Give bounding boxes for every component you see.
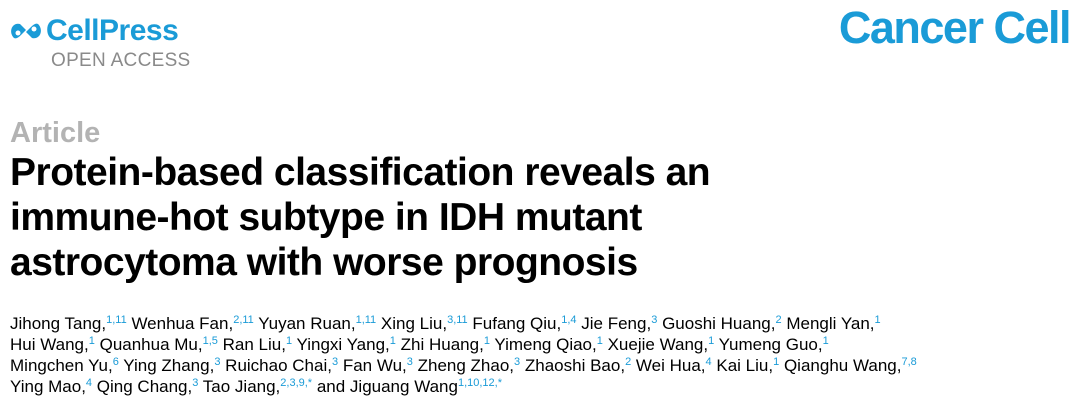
affiliation-superscript[interactable]: 1,4 xyxy=(561,314,577,326)
journal-name[interactable]: Cancer Cell xyxy=(838,2,1072,53)
author-name[interactable]: Mengli Yan, xyxy=(786,314,875,333)
affiliation-superscript[interactable]: 1 xyxy=(88,335,95,347)
affiliation-superscript[interactable]: 7,8 xyxy=(901,356,917,368)
author-name[interactable]: Zhi Huang, xyxy=(400,335,484,354)
author-name[interactable]: Mingchen Yu, xyxy=(10,356,113,375)
author-name[interactable]: Tao Jiang, xyxy=(202,377,281,396)
author-line: Hui Wang,1 Quanhua Mu,1,5 Ran Liu,1 Ying… xyxy=(10,334,917,355)
affiliation-superscript[interactable]: 3 xyxy=(406,356,413,368)
title-line: Protein-based classification reveals an xyxy=(10,151,711,194)
affiliation-superscript[interactable]: 3 xyxy=(331,356,339,368)
author-name[interactable]: Yimeng Qiao, xyxy=(494,335,597,354)
cellpress-icon xyxy=(11,23,41,39)
author-name[interactable]: Guoshi Huang, xyxy=(662,314,776,333)
author-name[interactable]: Hui Wang, xyxy=(10,335,89,354)
affiliation-superscript[interactable]: 3 xyxy=(514,356,521,368)
affiliation-superscript[interactable]: 4 xyxy=(705,356,712,368)
affiliation-superscript[interactable]: 1 xyxy=(285,335,293,347)
affiliation-superscript[interactable]: 1,5 xyxy=(202,335,218,347)
author-list: Jihong Tang,1,11 Wenhua Fan,2,11 Yuyan R… xyxy=(10,313,917,397)
author-name[interactable]: Jie Feng, xyxy=(581,314,652,333)
affiliation-superscript[interactable]: 1 xyxy=(596,335,603,347)
author-name[interactable]: Ran Liu, xyxy=(222,335,286,354)
author-name[interactable]: Ying Zhang, xyxy=(123,356,215,375)
author-name[interactable]: Fufang Qiu, xyxy=(472,314,562,333)
affiliation-superscript[interactable]: 1,11 xyxy=(106,314,127,326)
affiliation-superscript[interactable]: 1 xyxy=(874,314,881,326)
author-name[interactable]: Zheng Zhao, xyxy=(417,356,515,375)
open-access-label: OPEN ACCESS xyxy=(51,50,191,71)
affiliation-superscript[interactable]: 2 xyxy=(625,356,632,368)
affiliation-superscript[interactable]: 2,11 xyxy=(233,314,254,326)
author-name[interactable]: Ruichao Chai, xyxy=(225,356,332,375)
article-type: Article xyxy=(10,117,101,149)
affiliation-superscript[interactable]: 3,11 xyxy=(447,314,468,326)
author-name[interactable]: Qing Chang, xyxy=(96,377,193,396)
author-name[interactable]: Xuejie Wang, xyxy=(607,335,709,354)
article-title: Protein-based classification reveals an … xyxy=(10,150,711,285)
title-line: astrocytoma with worse prognosis xyxy=(10,241,638,284)
affiliation-superscript[interactable]: 3 xyxy=(651,314,658,326)
author-name[interactable]: Yuyan Ruan, xyxy=(258,314,356,333)
title-line: immune-hot subtype in IDH mutant xyxy=(10,196,642,239)
affiliation-superscript[interactable]: 4 xyxy=(85,377,93,389)
author-name[interactable]: Wei Hua, xyxy=(635,356,706,375)
affiliation-superscript[interactable]: 1 xyxy=(483,335,490,347)
author-name[interactable]: Yingxi Yang, xyxy=(296,335,390,354)
affiliation-superscript[interactable]: 1,11 xyxy=(355,314,377,326)
author-name[interactable]: Kai Liu, xyxy=(716,356,774,375)
affiliation-superscript[interactable]: 1 xyxy=(708,335,715,347)
affiliation-superscript[interactable]: 1,10,12,* xyxy=(457,377,503,389)
affiliation-superscript[interactable]: 1 xyxy=(773,356,780,368)
affiliation-superscript[interactable]: 1 xyxy=(822,335,829,347)
publisher-name: CellPress xyxy=(46,14,179,47)
author-name[interactable]: Qianghu Wang, xyxy=(783,356,902,375)
affiliation-superscript[interactable]: 3 xyxy=(214,356,221,368)
author-name[interactable]: Fan Wu, xyxy=(342,356,407,375)
affiliation-superscript[interactable]: 6 xyxy=(112,356,119,368)
cellpress-logo[interactable]: CellPress xyxy=(8,14,179,48)
affiliation-superscript[interactable]: 1 xyxy=(389,335,396,347)
author-name[interactable]: Ying Mao, xyxy=(10,377,86,396)
author-name[interactable]: Jihong Tang, xyxy=(10,314,107,333)
author-line: Jihong Tang,1,11 Wenhua Fan,2,11 Yuyan R… xyxy=(10,313,917,334)
affiliation-superscript[interactable]: 2 xyxy=(775,314,782,326)
author-name[interactable]: Zhaoshi Bao, xyxy=(524,356,626,375)
author-line: Ying Mao,4 Qing Chang,3 Tao Jiang,2,3,9,… xyxy=(10,376,917,397)
author-name[interactable]: Yumeng Guo, xyxy=(718,335,823,354)
author-line: Mingchen Yu,6 Ying Zhang,3 Ruichao Chai,… xyxy=(10,355,917,376)
author-name[interactable]: Xing Liu, xyxy=(380,314,448,333)
affiliation-superscript[interactable]: 3 xyxy=(192,377,199,389)
affiliation-superscript[interactable]: 2,3,9,* xyxy=(280,377,313,389)
author-name[interactable]: and Jiguang Wang xyxy=(316,377,458,396)
author-name[interactable]: Quanhua Mu, xyxy=(99,335,203,354)
author-name[interactable]: Wenhua Fan, xyxy=(131,314,234,333)
